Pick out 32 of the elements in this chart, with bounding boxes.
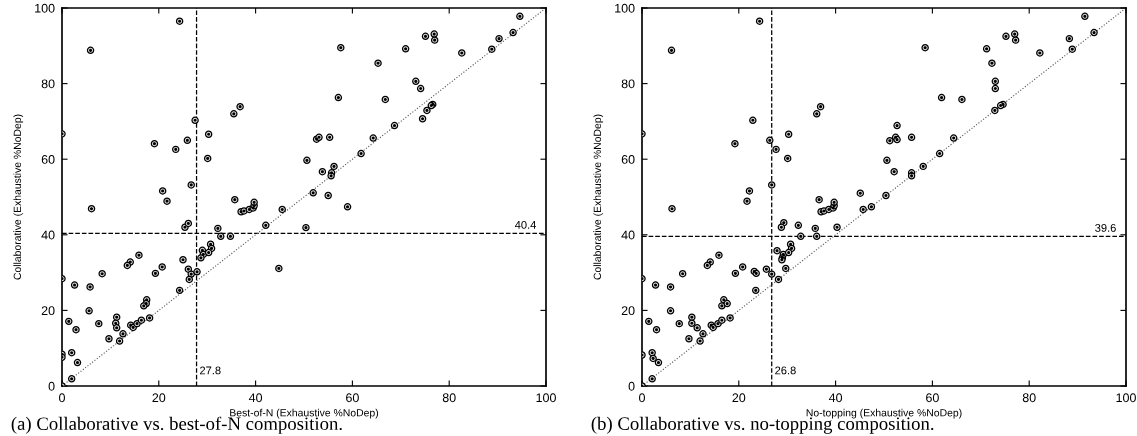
x-tick-label: 40 [828,393,843,403]
y-tick-label: 40 [621,230,635,240]
x-tick-label: 20 [152,393,166,403]
y-tick-label: 0 [628,381,635,391]
x-tick-label: 0 [59,393,65,403]
x-tick-label: 80 [1022,393,1036,403]
y-tick-label: 60 [621,155,635,164]
y-tick-label: 40 [41,230,55,240]
y-tick-label: 60 [41,155,55,164]
y-tick-label: 20 [621,306,635,316]
x-tick-label: 60 [346,393,359,403]
ref-line-label: 40.4 [514,220,536,229]
y-tick-label: 0 [48,381,55,391]
x-tick-label: 60 [926,393,939,403]
y-tick-label: 80 [621,79,635,89]
x-tick-label: 40 [248,393,263,403]
y-axis-title: Collaborative (Exhaustive %NoDep) [593,114,604,280]
x-tick-label: 20 [732,393,746,403]
ref-line-label: 27.8 [200,366,221,375]
y-tick-label: 20 [41,306,55,316]
y-tick-label: 100 [615,3,635,13]
text: (a) Collaborative vs. best-of-N composition. [11,416,342,434]
ref-line-label: 26.8 [775,366,796,375]
x-axis-title: No-topping (Exhaustive %NoDep) [806,408,962,419]
y-tick-label: 80 [41,79,55,89]
x-tick-label: 100 [1116,393,1136,403]
ref-line-label: 39.6 [1095,223,1116,232]
x-tick-label: 0 [639,393,645,403]
x-tick-label: 80 [442,393,456,403]
y-axis-title: Collaborative (Exhaustive %NoDep) [13,114,24,280]
x-tick-label: 100 [536,393,556,403]
y-tick-label: 100 [35,3,55,13]
